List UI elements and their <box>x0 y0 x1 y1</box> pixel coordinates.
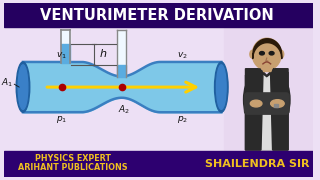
Ellipse shape <box>250 100 262 107</box>
Ellipse shape <box>269 51 274 55</box>
Text: PHYSICS EXPERT: PHYSICS EXPERT <box>35 154 111 163</box>
Ellipse shape <box>18 65 28 109</box>
Bar <box>4 151 313 177</box>
Ellipse shape <box>216 65 226 109</box>
Text: $A_1$: $A_1$ <box>1 76 13 89</box>
Text: VENTURIMETER DERIVATION: VENTURIMETER DERIVATION <box>40 8 273 23</box>
Bar <box>4 27 313 151</box>
Text: $p_2$: $p_2$ <box>177 114 188 125</box>
Ellipse shape <box>244 80 257 119</box>
Text: SHAILENDRA SIR: SHAILENDRA SIR <box>205 159 309 170</box>
Polygon shape <box>271 69 288 150</box>
Ellipse shape <box>250 50 255 58</box>
Ellipse shape <box>271 100 284 107</box>
Polygon shape <box>261 75 273 150</box>
Text: $v_2$: $v_2$ <box>177 50 188 61</box>
Polygon shape <box>245 69 288 150</box>
Text: $A_2$: $A_2$ <box>117 103 130 116</box>
Ellipse shape <box>252 38 281 70</box>
Ellipse shape <box>260 51 264 55</box>
Text: $v_1$: $v_1$ <box>56 50 67 61</box>
Text: $p_1$: $p_1$ <box>56 114 67 125</box>
Bar <box>263 61 271 71</box>
Text: ARIHANT PUBLICATIONS: ARIHANT PUBLICATIONS <box>19 163 128 172</box>
Bar <box>274 103 278 107</box>
Ellipse shape <box>276 80 290 119</box>
Ellipse shape <box>214 62 228 112</box>
Bar <box>224 27 313 151</box>
Polygon shape <box>245 69 263 150</box>
FancyBboxPatch shape <box>244 93 289 114</box>
Ellipse shape <box>16 62 30 112</box>
Ellipse shape <box>279 50 284 58</box>
Text: h: h <box>100 49 107 59</box>
Bar <box>4 3 313 27</box>
